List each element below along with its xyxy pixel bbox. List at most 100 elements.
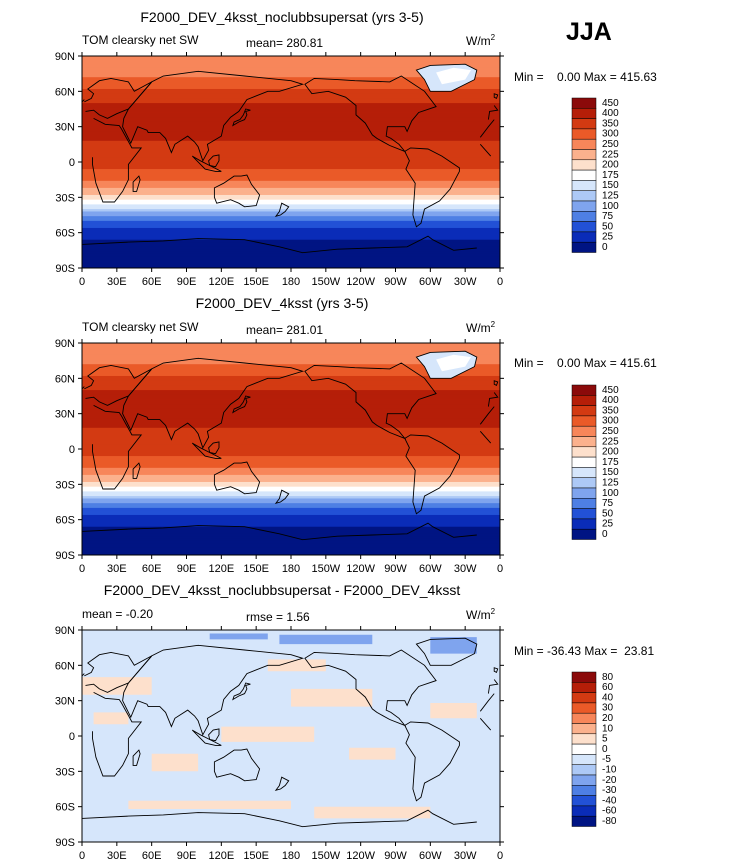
colorbar-swatch <box>571 436 597 448</box>
panel-1-units: W/m2 <box>466 33 496 48</box>
coastline-australia <box>213 174 261 208</box>
field-band <box>82 517 500 521</box>
field-band <box>82 251 500 255</box>
colorbar-label: 125 <box>602 191 619 202</box>
colorbar-label: 80 <box>602 672 614 683</box>
colorbar-label: 400 <box>602 395 619 406</box>
colorbar-label: 0 <box>602 744 608 755</box>
coastline-madagascar <box>132 462 141 479</box>
field-band <box>82 437 500 440</box>
panel-1-min-max: Min = 0.00 Max = 415.63 <box>514 70 657 84</box>
field-band <box>82 202 500 205</box>
field-band <box>82 529 500 532</box>
field-band <box>82 56 500 59</box>
field-band <box>82 129 500 132</box>
greenland-ice-core <box>436 354 471 372</box>
field-band <box>82 390 500 393</box>
colorbar-swatch <box>571 456 597 468</box>
coastline-asia <box>122 644 305 736</box>
colorbar-label: 20 <box>602 713 614 724</box>
field-band <box>82 235 500 238</box>
lat-tick-label: 30N <box>55 122 75 134</box>
lon-tick-label: 90E <box>177 850 197 862</box>
field-band <box>82 413 500 417</box>
field-band <box>82 510 500 513</box>
lon-tick-label: 90W <box>384 276 407 288</box>
field-band <box>82 107 500 111</box>
field-band <box>82 343 500 346</box>
field-band <box>82 157 500 161</box>
panel-1-mean-label: mean= 280.81 <box>246 36 324 50</box>
field-band <box>82 387 500 391</box>
coastline-samerica <box>404 721 460 802</box>
lon-tick-label: 30E <box>107 276 127 288</box>
colorbar-swatch <box>571 211 597 222</box>
field-positive-region <box>267 659 326 672</box>
colorbar-label: 25 <box>602 232 614 243</box>
coastline-indonesia <box>191 729 222 746</box>
colorbar-label: 175 <box>602 170 619 181</box>
field-band <box>82 103 500 106</box>
field-band <box>82 401 500 405</box>
colorbar-label: 50 <box>602 221 614 232</box>
field-positive-region <box>349 747 396 760</box>
colorbar-label: 25 <box>602 519 614 530</box>
field-band <box>82 253 500 257</box>
colorbar-swatch <box>571 425 597 437</box>
field-band <box>82 465 500 469</box>
colorbar-swatch <box>571 733 597 745</box>
colorbar-label: 100 <box>602 201 619 212</box>
colorbar-swatch <box>571 108 597 119</box>
field-band <box>82 138 500 142</box>
field-band <box>82 244 500 248</box>
field-band <box>82 206 500 210</box>
colorbar-label: 300 <box>602 129 619 140</box>
field-band <box>82 399 500 403</box>
lat-tick-label: 30S <box>55 766 75 778</box>
field-band <box>82 96 500 99</box>
field-band <box>82 491 500 495</box>
field-band <box>82 453 500 457</box>
colorbar-label: 150 <box>602 467 619 478</box>
field-band <box>82 185 500 189</box>
field-band <box>82 140 500 144</box>
panel-2-plot: 90N 60N 30N 0 30S 60S 90S 0 30E 60E 90E 120E 150E 180… <box>55 338 619 575</box>
field-band <box>82 249 500 252</box>
field-band <box>82 361 500 365</box>
field-band <box>82 512 500 516</box>
field-band <box>82 538 500 542</box>
colorbar-swatch <box>571 138 597 150</box>
field-band <box>82 74 500 78</box>
colorbar-label: 300 <box>602 416 619 427</box>
field-band <box>82 143 500 146</box>
coastline-australia <box>213 748 261 782</box>
coastline-greenland <box>415 63 478 92</box>
field-band <box>82 397 500 400</box>
panel-3-units: W/m2 <box>466 607 496 622</box>
field-positive-region <box>291 688 373 707</box>
field-band <box>82 434 500 438</box>
field-band <box>82 117 500 120</box>
colorbar-label: 450 <box>602 98 619 109</box>
lon-tick-label: 60W <box>419 563 442 575</box>
colorbar-label: -20 <box>602 775 617 786</box>
field-band <box>82 213 500 217</box>
field-band <box>82 354 500 358</box>
field-band <box>82 441 500 445</box>
panel-2-mean-label: mean= 281.01 <box>246 323 324 337</box>
field-band <box>82 190 500 194</box>
panel-2-min-max: Min = 0.00 Max = 415.61 <box>514 356 657 370</box>
field-band <box>82 446 500 450</box>
lat-tick-label: 30S <box>55 479 75 491</box>
field-band <box>82 60 500 64</box>
lat-tick-label: 60N <box>55 86 75 98</box>
lon-tick-label: 30E <box>107 850 127 862</box>
colorbar-swatch <box>571 508 597 520</box>
lon-tick-label: 60W <box>419 850 442 862</box>
field-band <box>82 404 500 407</box>
lon-tick-label: 120E <box>208 850 234 862</box>
lon-tick-label: 0 <box>79 563 85 575</box>
lon-tick-label: 90E <box>177 563 197 575</box>
field-band <box>82 347 500 351</box>
